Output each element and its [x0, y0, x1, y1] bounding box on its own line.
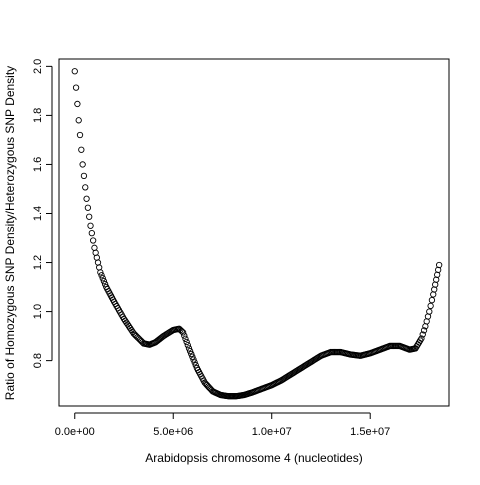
- data-point: [74, 100, 81, 108]
- x-axis-title: Arabidopsis chromosome 4 (nucleotides): [145, 451, 362, 465]
- data-point: [80, 172, 88, 180]
- data-point: [100, 278, 108, 285]
- data-point: [190, 356, 197, 363]
- data-point: [181, 332, 188, 339]
- y-tick-label: 2.0: [32, 59, 44, 74]
- data-point: [186, 348, 194, 355]
- data-point: [99, 275, 106, 282]
- data-point: [86, 213, 93, 220]
- data-point: [84, 204, 92, 211]
- data-point: [88, 229, 95, 237]
- data-point: [97, 269, 104, 276]
- data-point: [98, 272, 105, 279]
- data-point: [79, 161, 86, 168]
- data-point: [188, 350, 195, 358]
- data-point: [76, 131, 84, 139]
- y-tick-label: 1.0: [32, 304, 44, 319]
- data-point: [83, 195, 90, 202]
- data-point: [431, 286, 438, 293]
- data-point: [184, 342, 191, 349]
- data-point: [185, 345, 193, 352]
- x-tick-label: 1.0e+07: [252, 426, 292, 438]
- data-point: [82, 184, 89, 191]
- x-axis: 0.0e+00 5.0e+06 1.0e+07 1.5e+07: [55, 412, 390, 438]
- data-point: [183, 338, 190, 346]
- x-tick-label: 0.0e+00: [55, 426, 95, 438]
- y-axis-title: Ratio of Homozygous SNP Density/Heterozy…: [3, 66, 17, 400]
- y-tick-label: 0.8: [32, 353, 44, 368]
- data-point: [72, 84, 80, 91]
- data-point: [189, 353, 196, 360]
- data-point: [426, 308, 433, 315]
- data-point: [75, 117, 82, 124]
- data-point: [427, 302, 434, 310]
- y-tick-label: 1.6: [32, 157, 44, 172]
- data-point: [418, 335, 425, 342]
- data-point: [179, 329, 187, 336]
- data-point: [419, 331, 426, 338]
- data-point: [101, 280, 109, 288]
- y-axis: 0.8 1.0 1.2 1.4 1.6 1.8 2.0: [32, 59, 53, 368]
- data-point: [87, 222, 94, 229]
- data-point: [182, 335, 189, 342]
- data-point: [435, 266, 442, 274]
- data-point: [71, 68, 78, 75]
- data-point: [191, 359, 198, 366]
- y-tick-label: 1.8: [32, 108, 44, 123]
- data-point: [428, 296, 436, 304]
- x-tick-label: 5.0e+06: [153, 426, 193, 438]
- data-point: [435, 261, 443, 269]
- data-point: [89, 237, 97, 244]
- data-point: [433, 276, 440, 283]
- data-point: [420, 327, 428, 334]
- x-tick-label: 1.5e+07: [350, 426, 390, 438]
- data-points: [71, 68, 443, 400]
- plot-frame: [58, 58, 450, 407]
- y-tick-label: 1.4: [32, 206, 44, 221]
- data-point: [78, 146, 85, 153]
- y-tick-label: 1.2: [32, 255, 44, 270]
